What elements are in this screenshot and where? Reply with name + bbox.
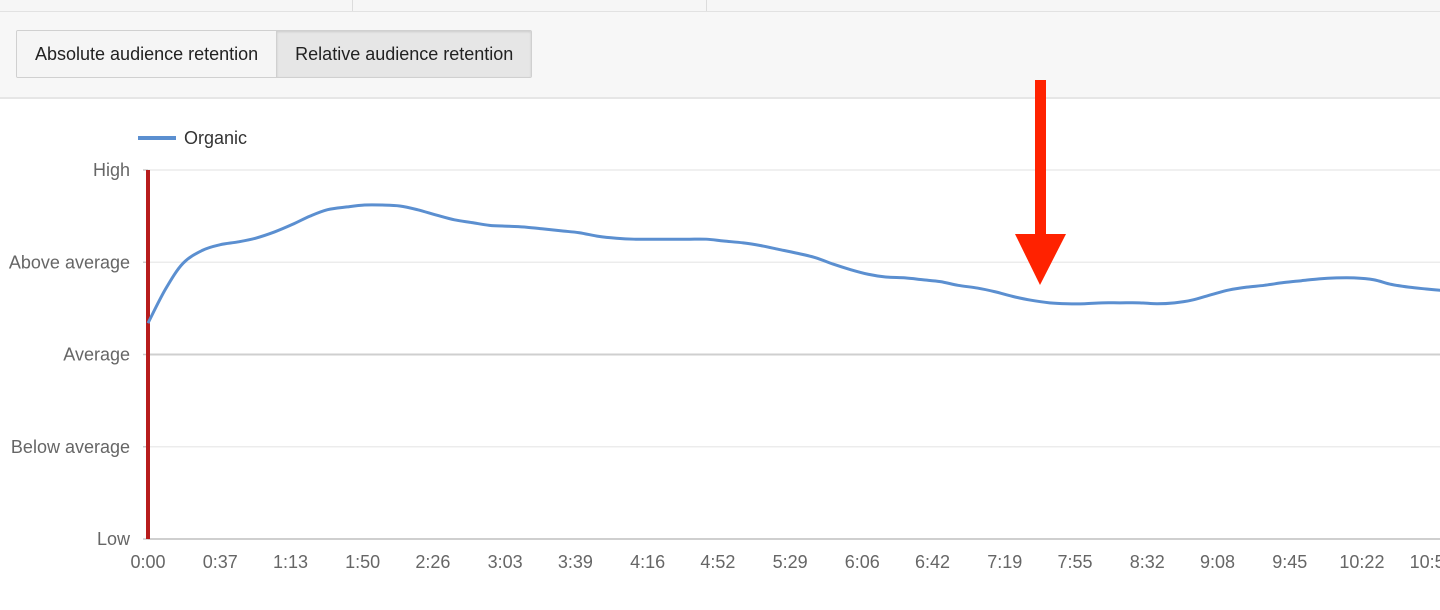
series-line-organic (146, 203, 1440, 324)
x-tick-label: 7:55 (1058, 552, 1093, 572)
legend-label-organic: Organic (184, 128, 247, 148)
x-tick-label: 8:32 (1130, 552, 1165, 572)
top-strip (0, 0, 1440, 12)
y-tick-label: Below average (11, 437, 130, 457)
x-tick-label: 10:22 (1339, 552, 1384, 572)
down-arrow-icon (1015, 80, 1066, 285)
absolute-retention-button[interactable]: Absolute audience retention (17, 31, 277, 77)
y-tick-label: High (93, 160, 130, 180)
x-tick-label: 4:16 (630, 552, 665, 572)
y-tick-label: Low (97, 529, 131, 549)
x-tick-label: 7:19 (987, 552, 1022, 572)
x-tick-label: 0:00 (130, 552, 165, 572)
x-tick-label: 0:37 (203, 552, 238, 572)
x-tick-label: 2:26 (415, 552, 450, 572)
x-tick-label: 4:52 (700, 552, 735, 572)
x-tick-label: 10:58 (1410, 552, 1440, 572)
legend: Organic (138, 128, 247, 148)
x-tick-label: 1:13 (273, 552, 308, 572)
x-tick-label: 1:50 (345, 552, 380, 572)
retention-toggle: Absolute audience retention Relative aud… (16, 30, 533, 78)
divider (706, 0, 707, 11)
divider (352, 0, 353, 11)
retention-toolbar: Absolute audience retention Relative aud… (0, 12, 1440, 99)
y-tick-label: Above average (9, 252, 130, 272)
x-tick-label: 6:42 (915, 552, 950, 572)
y-tick-label: Average (63, 345, 130, 365)
relative-retention-button[interactable]: Relative audience retention (276, 31, 532, 77)
x-tick-label: 3:39 (558, 552, 593, 572)
x-tick-label: 6:06 (845, 552, 880, 572)
x-tick-label: 5:29 (773, 552, 808, 572)
x-tick-label: 9:08 (1200, 552, 1235, 572)
x-tick-label: 9:45 (1272, 552, 1307, 572)
x-tick-label: 3:03 (488, 552, 523, 572)
